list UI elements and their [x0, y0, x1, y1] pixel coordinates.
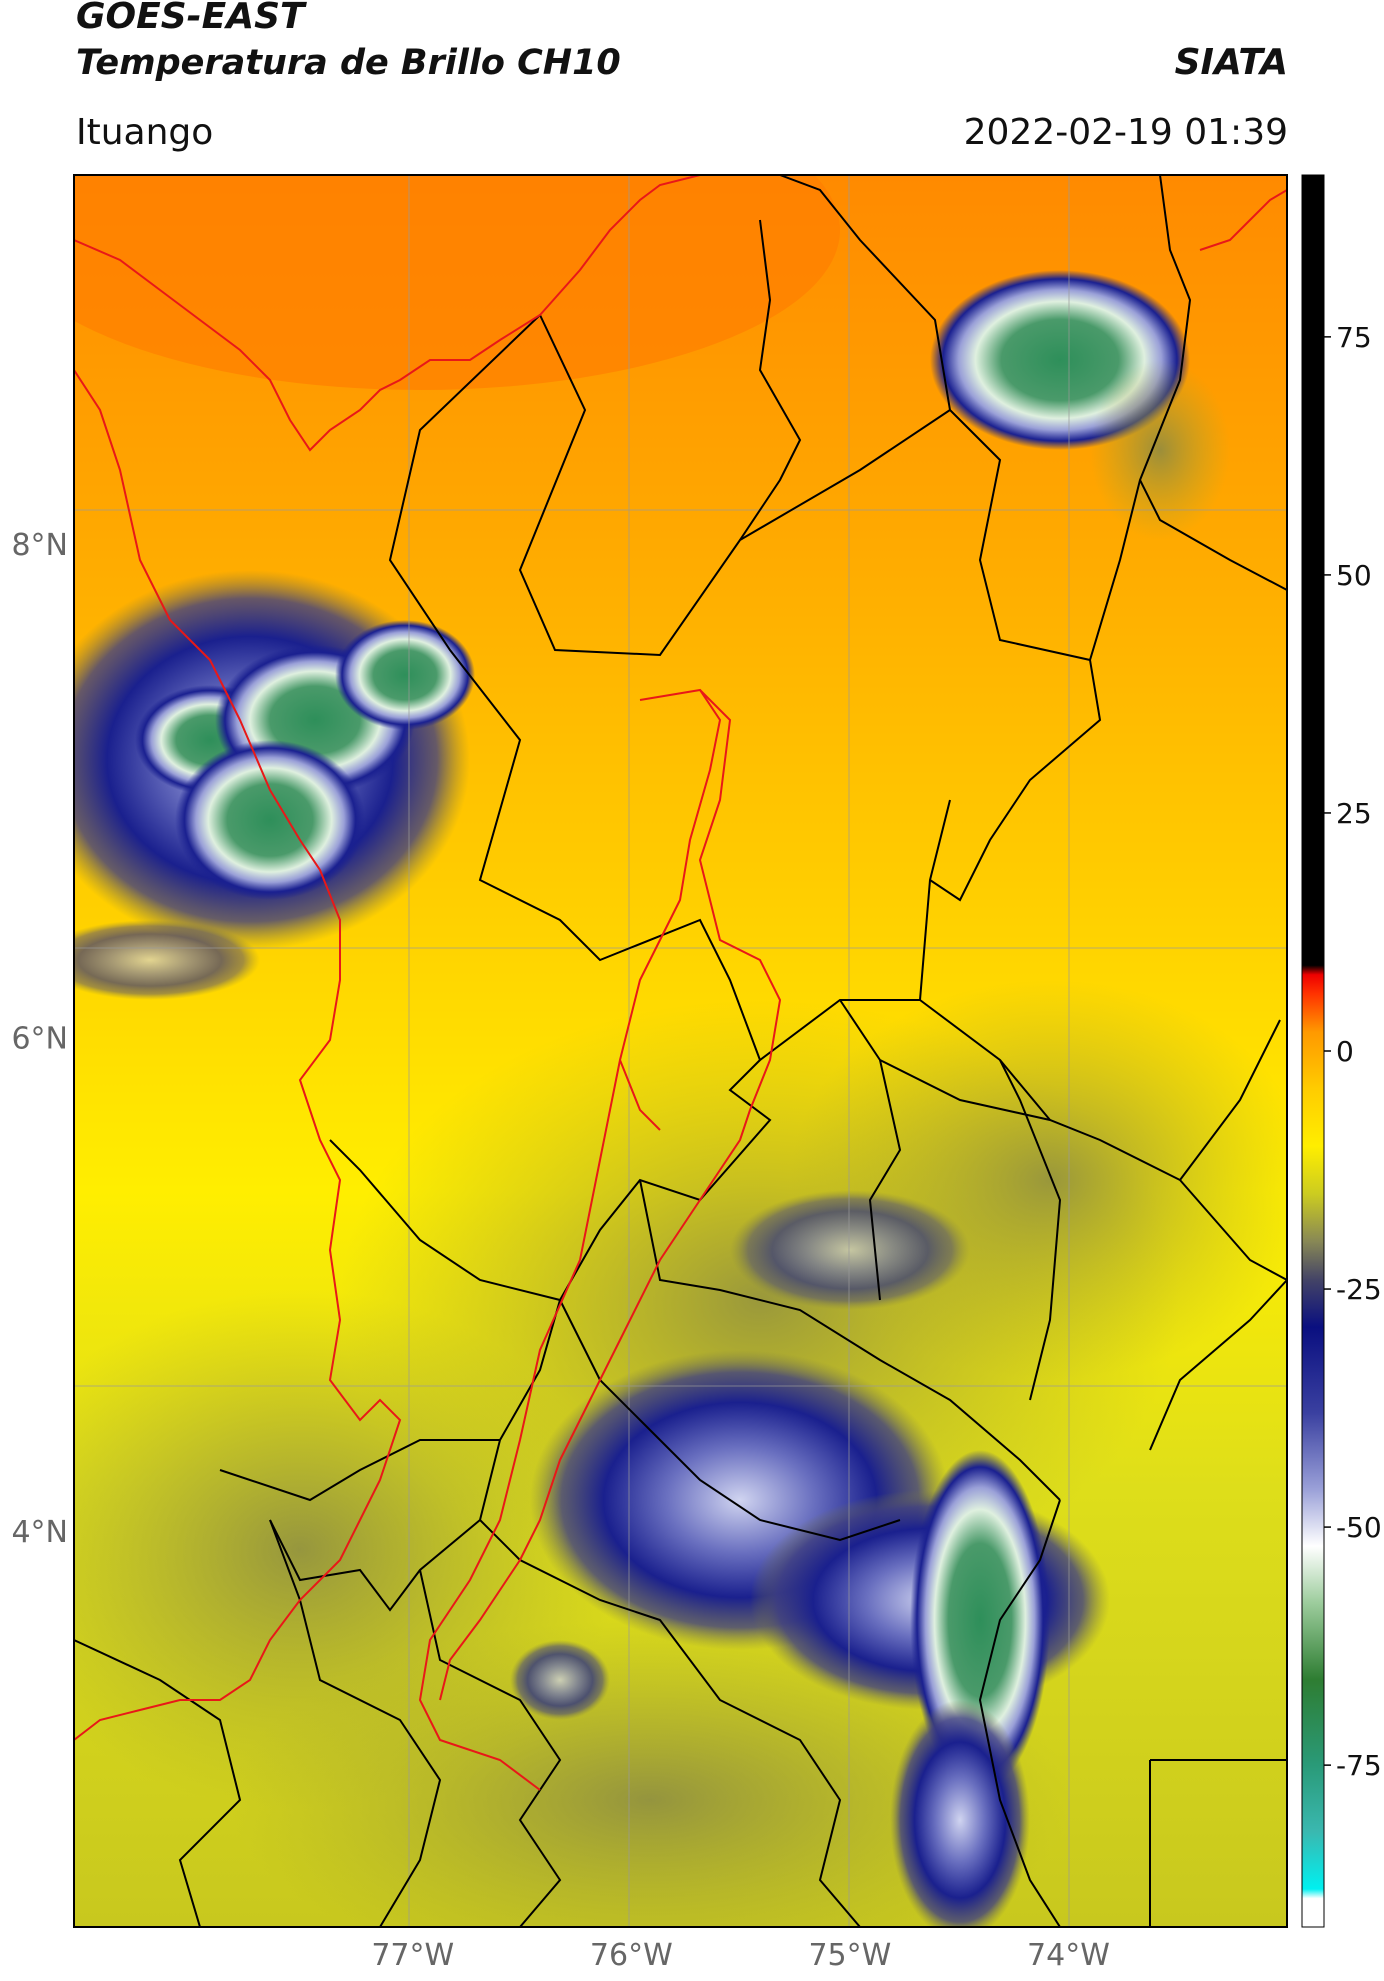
- organization-label: SIATA: [1174, 42, 1288, 83]
- longitude-label: 74°W: [1027, 1938, 1110, 1973]
- satellite-title: GOES-EAST: [76, 0, 305, 37]
- longitude-ticks: 77°W 76°W 75°W 74°W: [371, 1938, 1110, 1973]
- colorbar-tick-label: 0: [1336, 1035, 1354, 1068]
- colorbar: [1301, 174, 1325, 1928]
- longitude-label: 77°W: [371, 1938, 454, 1973]
- title-block: GOES-EAST Temperatura de Brillo CH10: [76, 0, 621, 86]
- colorbar-ticks: 75 50 25 0 -25 -50 -75: [1324, 321, 1382, 1782]
- product-title: Temperatura de Brillo CH10: [76, 43, 621, 83]
- admin-borders: [74, 175, 1287, 1927]
- map-frame: [73, 174, 1288, 1928]
- colorbar-tick-label: 75: [1336, 321, 1372, 354]
- latitude-label: 8°N: [11, 528, 68, 563]
- latitude-label: 4°N: [11, 1515, 68, 1550]
- latitude-label: 6°N: [11, 1022, 68, 1057]
- location-label: Ituango: [76, 112, 214, 153]
- colorbar-tick-label: 50: [1336, 559, 1372, 592]
- datetime-label: 2022-02-19 01:39: [963, 112, 1288, 153]
- latitude-ticks: 8°N 6°N 4°N: [11, 528, 68, 1550]
- longitude-label: 75°W: [808, 1938, 891, 1973]
- country-borders: [74, 175, 1287, 1791]
- longitude-label: 76°W: [590, 1938, 673, 1973]
- temperature-field: [74, 175, 1287, 1927]
- colorbar-tick-label: -25: [1336, 1273, 1382, 1306]
- gridlines: [74, 175, 1287, 1927]
- colorbar-tick-label: 25: [1336, 797, 1372, 830]
- colorbar-tick-label: -75: [1336, 1749, 1382, 1782]
- colorbar-tick-label: -50: [1336, 1511, 1382, 1544]
